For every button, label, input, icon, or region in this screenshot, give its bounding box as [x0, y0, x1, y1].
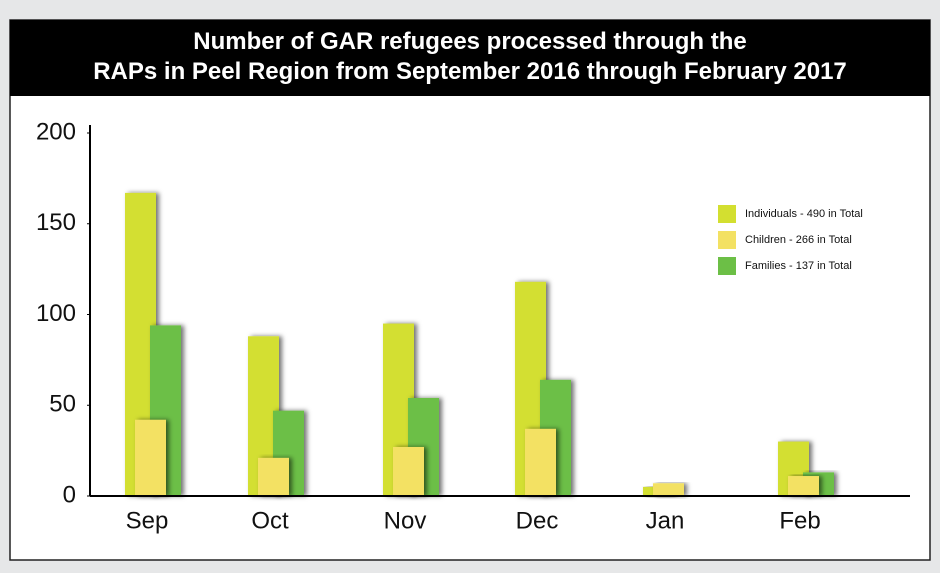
bar [788, 476, 819, 496]
x-tick-label: Feb [779, 507, 820, 534]
legend-swatch [718, 231, 736, 249]
x-tick-label: Dec [516, 507, 559, 534]
legend-swatch [718, 257, 736, 275]
y-tick-label: 200 [36, 118, 76, 145]
legend-label: Children - 266 in Total [745, 234, 852, 246]
y-tick-label: 150 [36, 209, 76, 236]
x-tick-label: Oct [251, 507, 289, 534]
bar [258, 457, 289, 496]
legend-label: Families - 137 in Total [745, 260, 852, 272]
bar [653, 483, 684, 496]
chart-title: Number of GAR refugees processed through… [93, 28, 847, 85]
x-tick-label: Sep [126, 507, 169, 534]
x-tick-label: Nov [384, 507, 427, 534]
bar [135, 419, 166, 496]
y-tick-label: 50 [49, 391, 76, 418]
legend-swatch [718, 205, 736, 223]
y-tick-label: 100 [36, 300, 76, 327]
y-tick-label: 0 [63, 481, 76, 508]
legend-label: Individuals - 490 in Total [745, 208, 863, 220]
bar [393, 446, 424, 496]
x-tick-label: Jan [646, 507, 685, 534]
title-bar [10, 20, 930, 96]
bar [525, 428, 556, 496]
